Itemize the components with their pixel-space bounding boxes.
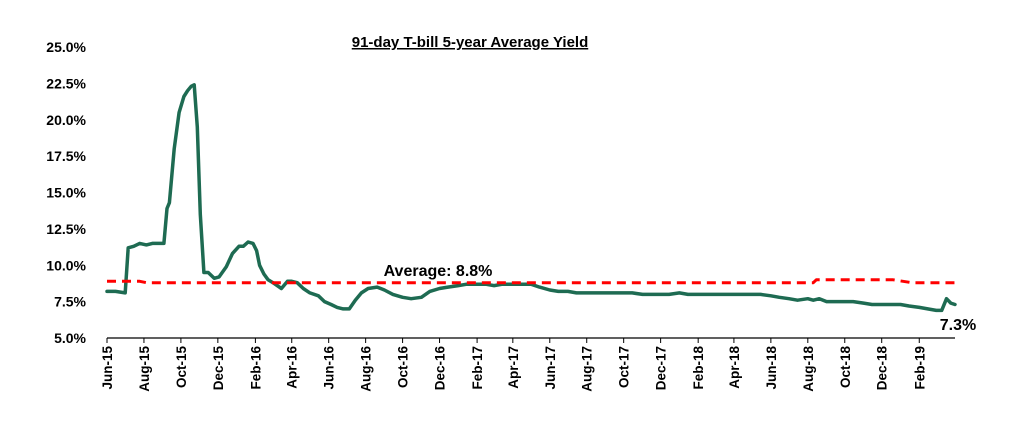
y-tick-label: 17.5%: [46, 148, 86, 164]
x-tick-label: Aug-16: [359, 346, 374, 392]
x-tick-label: Apr-16: [285, 346, 300, 389]
x-tick-label: Aug-18: [801, 346, 816, 392]
x-tick-label: Feb-19: [912, 346, 927, 390]
x-tick-label: Jun-15: [100, 346, 115, 390]
x-tick-label: Dec-16: [433, 346, 448, 391]
x-tick-label: Feb-16: [248, 346, 263, 390]
x-axis-ticks: Jun-15 Aug-15 Oct-15 Dec-15 Feb-16 Apr-16 Jun-…: [100, 338, 927, 392]
y-tick-label: 7.5%: [54, 294, 86, 310]
y-tick-label: 10.0%: [46, 257, 86, 273]
x-tick-label: Oct-17: [617, 346, 632, 388]
x-tick-label: Feb-18: [691, 346, 706, 390]
x-tick-label: Jun-17: [543, 346, 558, 390]
y-axis-ticks: 5.0% 7.5% 10.0% 12.5% 15.0% 17.5% 20.0% 22.5% 25…: [46, 39, 86, 346]
chart-title: 91-day T-bill 5-year Average Yield: [352, 34, 589, 51]
y-tick-label: 25.0%: [46, 39, 86, 55]
average-line: [107, 278, 955, 285]
average-label: Average: 8.8%: [384, 263, 493, 280]
x-tick-label: Dec-17: [654, 346, 669, 390]
x-tick-label: Aug-15: [137, 346, 152, 392]
x-tick-label: Apr-17: [506, 346, 521, 389]
last-value-label: 7.3%: [940, 317, 976, 334]
y-tick-label: 20.0%: [46, 112, 86, 128]
series-group: [105, 83, 957, 313]
x-tick-label: Oct-15: [174, 346, 189, 389]
x-tick-label: Oct-18: [838, 346, 853, 389]
x-tick-label: Dec-15: [211, 346, 226, 391]
x-tick-label: Aug-17: [580, 346, 595, 392]
x-tick-label: Feb-17: [470, 346, 485, 390]
x-tick-label: Dec-18: [875, 346, 890, 391]
y-tick-label: 22.5%: [46, 75, 86, 91]
x-tick-label: Jun-16: [322, 346, 337, 390]
yield-line: [105, 83, 957, 313]
y-tick-label: 12.5%: [46, 221, 86, 237]
x-tick-label: Apr-18: [727, 346, 742, 389]
y-tick-label: 5.0%: [54, 330, 86, 346]
x-tick-label: Oct-16: [396, 346, 411, 389]
x-tick-label: Jun-18: [764, 346, 779, 390]
y-tick-label: 15.0%: [46, 185, 86, 201]
